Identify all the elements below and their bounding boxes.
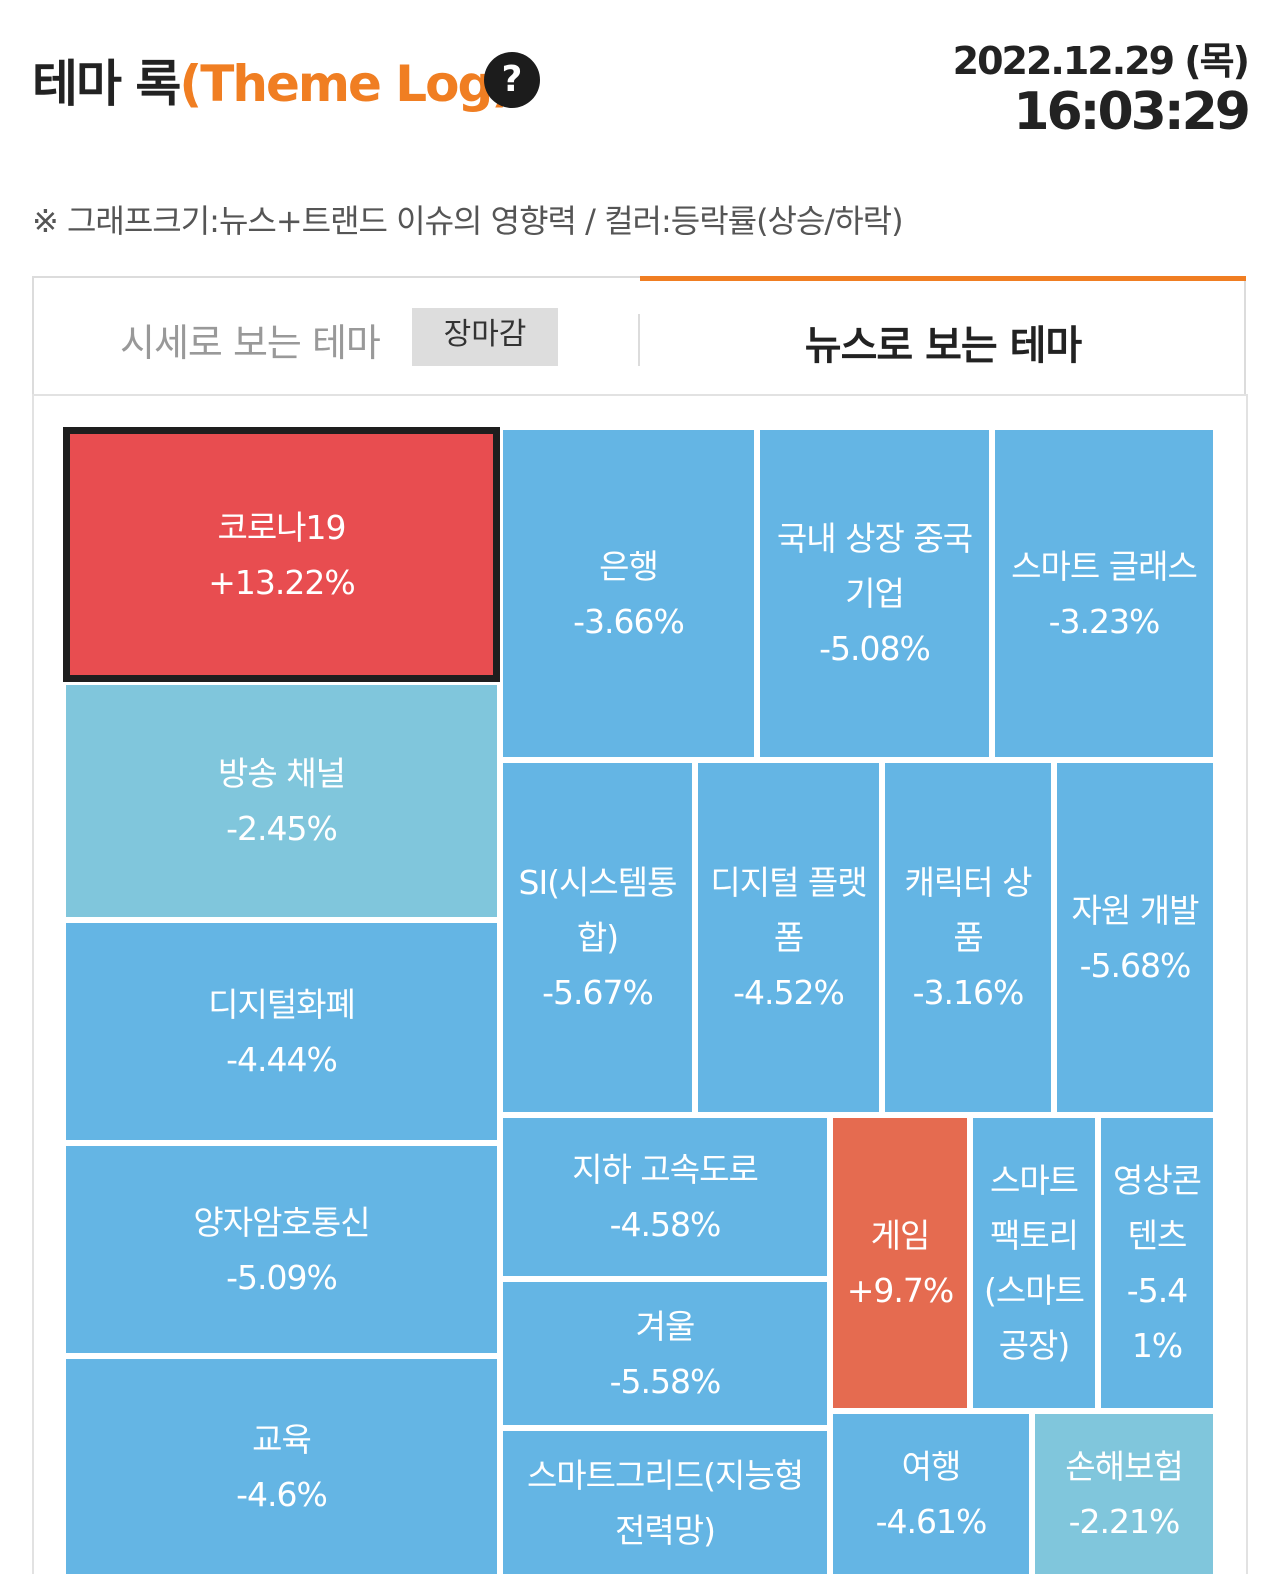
theme-change: +9.7% bbox=[846, 1271, 954, 1310]
theme-tile-video-content[interactable]: 영상콘텐츠 -5.41% bbox=[1101, 1118, 1213, 1408]
theme-tile-bank[interactable]: 은행 -3.66% bbox=[503, 430, 754, 757]
theme-tile-winter[interactable]: 겨울 -5.58% bbox=[503, 1282, 827, 1425]
theme-tile-digital-currency[interactable]: 디지털화폐 -4.44% bbox=[66, 923, 497, 1140]
theme-change: -5.58% bbox=[609, 1361, 722, 1401]
theme-change: -5.68% bbox=[1079, 945, 1192, 985]
theme-tile-corona19[interactable]: 코로나19 +13.22% bbox=[63, 427, 500, 682]
theme-name: 스마트 글래스 bbox=[1011, 546, 1198, 586]
theme-name: 스마트그리드(지능형전력망) bbox=[526, 1455, 804, 1550]
theme-change: -4.6% bbox=[236, 1474, 328, 1514]
theme-name: 영상콘텐츠 bbox=[1112, 1161, 1202, 1255]
theme-tabs: 시세로 보는 테마 장마감 뉴스로 보는 테마 bbox=[32, 276, 1246, 394]
theme-tile-digital-platform[interactable]: 디지털 플랫폼 -4.52% bbox=[698, 763, 879, 1112]
theme-tile-education[interactable]: 교육 -4.6% bbox=[66, 1359, 497, 1574]
theme-name: 지하 고속도로 bbox=[572, 1150, 759, 1189]
time-label: 16:03:29 bbox=[1013, 82, 1251, 142]
theme-name: 코로나19 bbox=[217, 507, 346, 547]
theme-change: -4.52% bbox=[733, 973, 845, 1012]
theme-name: SI(시스템통합) bbox=[518, 863, 678, 957]
page-title-sub: (Theme Log) bbox=[179, 55, 514, 113]
theme-tile-smart-glass[interactable]: 스마트 글래스 -3.23% bbox=[995, 430, 1213, 757]
theme-change: -2.45% bbox=[226, 809, 338, 848]
theme-change: -2.21% bbox=[1068, 1502, 1181, 1541]
theme-change: -4.58% bbox=[609, 1205, 722, 1244]
help-icon[interactable]: ? bbox=[484, 52, 540, 108]
theme-name: 자원 개발 bbox=[1071, 890, 1200, 930]
theme-tile-si[interactable]: SI(시스템통합) -5.67% bbox=[503, 763, 692, 1112]
theme-tile-broadcast[interactable]: 방송 채널 -2.45% bbox=[66, 685, 497, 917]
treemap bbox=[32, 394, 1248, 1574]
theme-change: -4.61% bbox=[875, 1502, 988, 1541]
theme-tile-game[interactable]: 게임 +9.7% bbox=[833, 1118, 967, 1408]
tab-news-theme[interactable]: 뉴스로 보는 테마 bbox=[640, 276, 1246, 394]
date-label: 2022.12.29 (목) bbox=[952, 39, 1250, 83]
market-close-badge: 장마감 bbox=[412, 308, 558, 366]
theme-name: 캐릭터 상품 bbox=[904, 863, 1033, 957]
theme-name: 디지털 플랫폼 bbox=[710, 863, 867, 957]
theme-name: 스마트팩토리(스마트공장) bbox=[984, 1161, 1085, 1365]
theme-name: 방송 채널 bbox=[218, 754, 346, 793]
tab-price-theme-label: 시세로 보는 테마 bbox=[120, 321, 381, 365]
theme-name: 국내 상장 중국기업 bbox=[776, 519, 973, 613]
theme-tile-quantum-crypto[interactable]: 양자암호통신 -5.09% bbox=[66, 1146, 497, 1353]
theme-change: -3.16% bbox=[912, 973, 1025, 1012]
theme-tile-smart-grid[interactable]: 스마트그리드(지능형전력망) bbox=[503, 1431, 827, 1574]
theme-change: -3.66% bbox=[573, 601, 685, 641]
theme-tile-resource-dev[interactable]: 자원 개발 -5.68% bbox=[1057, 763, 1213, 1112]
page-title-main: 테마 록 bbox=[32, 55, 181, 113]
theme-tile-travel[interactable]: 여행 -4.61% bbox=[833, 1414, 1029, 1574]
theme-name: 게임 bbox=[870, 1216, 931, 1255]
tab-news-theme-label: 뉴스로 보는 테마 bbox=[804, 323, 1082, 369]
theme-name: 겨울 bbox=[635, 1306, 696, 1346]
theme-change: -4.44% bbox=[226, 1039, 338, 1079]
theme-change: -5.41% bbox=[1126, 1271, 1188, 1365]
tab-price-theme[interactable]: 시세로 보는 테마 장마감 bbox=[34, 278, 638, 394]
theme-name: 은행 bbox=[599, 546, 659, 586]
theme-name: 교육 bbox=[252, 1419, 312, 1459]
theme-name: 디지털화폐 bbox=[208, 984, 356, 1024]
theme-name: 여행 bbox=[901, 1447, 962, 1486]
tab-divider bbox=[638, 314, 640, 366]
theme-tile-china-listed[interactable]: 국내 상장 중국기업 -5.08% bbox=[760, 430, 989, 757]
theme-tile-smart-factory[interactable]: 스마트팩토리(스마트공장) bbox=[973, 1118, 1095, 1408]
theme-change: -3.23% bbox=[1048, 601, 1161, 641]
theme-tile-underground-highway[interactable]: 지하 고속도로 -4.58% bbox=[503, 1118, 827, 1276]
theme-tile-non-life-insurance[interactable]: 손해보험 -2.21% bbox=[1035, 1414, 1213, 1574]
theme-change: -5.09% bbox=[226, 1257, 338, 1297]
theme-tile-character[interactable]: 캐릭터 상품 -3.16% bbox=[885, 763, 1051, 1112]
page-title: 테마 록(Theme Log) bbox=[32, 44, 514, 116]
theme-change: +13.22% bbox=[208, 562, 355, 602]
theme-change: -5.08% bbox=[819, 629, 931, 668]
legend-note: ※ 그래프크기:뉴스+트랜드 이슈의 영향력 / 컬러:등락률(상승/하락) bbox=[32, 202, 904, 240]
theme-change: -5.67% bbox=[542, 973, 654, 1012]
theme-name: 양자암호통신 bbox=[193, 1202, 370, 1242]
theme-name: 손해보험 bbox=[1065, 1447, 1183, 1486]
